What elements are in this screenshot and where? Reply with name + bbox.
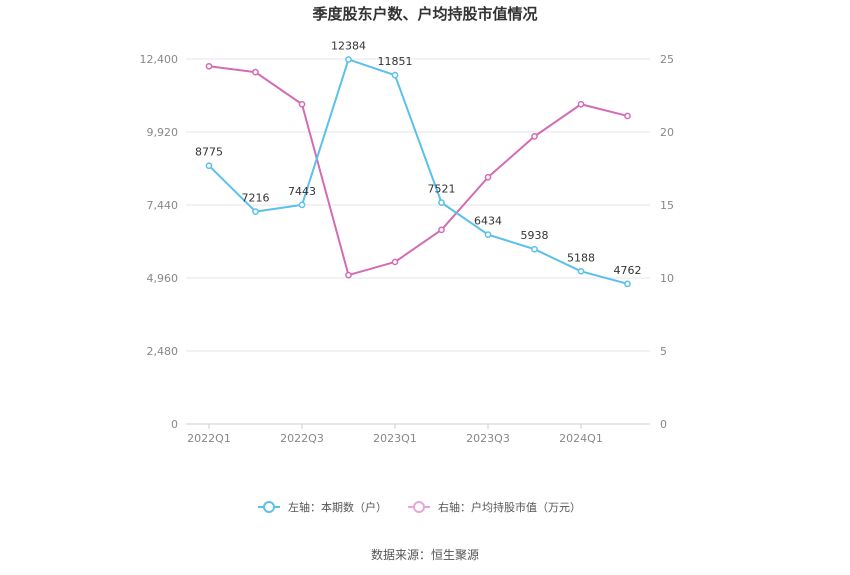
legend-left-label: 左轴：本期数（户） — [288, 500, 387, 514]
grid — [186, 58, 650, 425]
data-label: 5188 — [567, 251, 595, 264]
left-series-point — [298, 201, 306, 209]
left-series-point — [484, 231, 492, 238]
left-series-point — [205, 162, 213, 170]
x-tick-label: 2023Q3 — [466, 432, 510, 445]
x-tick-label: 2022Q1 — [187, 432, 231, 445]
right-tick-label: 10 — [660, 272, 674, 285]
data-labels: 8775 7216 7443 12384 11851 7521 6434 5938 5188 47… — [195, 39, 642, 276]
right-series-point — [624, 112, 631, 120]
right-series-point — [484, 173, 492, 181]
right-tick-label: 20 — [660, 126, 674, 139]
legend-right-marker — [413, 501, 425, 513]
right-axis: 0 5 10 15 20 25 — [660, 53, 674, 431]
data-label: 8775 — [195, 146, 223, 159]
right-series-point — [298, 100, 306, 108]
data-label: 5938 — [521, 229, 549, 242]
right-tick-label: 5 — [660, 345, 667, 358]
legend-left-marker — [263, 501, 275, 513]
series-left — [205, 56, 631, 288]
source-label: 数据来源：恒生聚源 — [371, 547, 479, 562]
right-series-point — [252, 68, 259, 76]
data-label: 11851 — [378, 55, 413, 68]
right-series-point — [205, 62, 213, 70]
series-right — [205, 62, 631, 279]
left-tick-label: 4,960 — [147, 272, 179, 285]
data-label: 12384 — [331, 39, 366, 52]
left-series-point — [345, 56, 352, 63]
left-series-point — [391, 71, 399, 79]
left-tick-label: 12,400 — [140, 53, 179, 66]
right-series-point — [438, 226, 445, 234]
right-tick-label: 25 — [660, 53, 674, 66]
right-series-point — [391, 258, 399, 266]
legend-item-left[interactable]: 左轴：本期数（户） — [258, 500, 387, 514]
left-tick-label: 0 — [171, 418, 178, 431]
left-tick-label: 2,480 — [147, 345, 179, 358]
data-label: 6434 — [474, 215, 502, 228]
left-tick-label: 9,920 — [147, 126, 179, 139]
left-tick-label: 7,440 — [147, 199, 179, 212]
left-series-line — [208, 58, 628, 285]
data-label: 7443 — [288, 185, 316, 198]
left-series-point — [531, 245, 538, 253]
right-series-point — [345, 271, 352, 279]
right-tick-label: 0 — [660, 418, 667, 431]
left-series-point — [438, 199, 445, 206]
x-tick-label: 2024Q1 — [559, 432, 603, 445]
left-series-point — [577, 267, 585, 275]
x-tick-label: 2022Q3 — [280, 432, 324, 445]
legend-right-label: 右轴：户均持股市值（万元） — [438, 500, 581, 514]
right-series-point — [577, 100, 585, 108]
chart-title: 季度股东户数、户均持股市值情况 — [312, 5, 537, 23]
left-series-point — [624, 280, 631, 288]
left-series-point — [252, 208, 259, 215]
data-label: 7216 — [242, 192, 270, 205]
left-axis: 0 2,480 4,960 7,440 9,920 12,400 — [140, 53, 179, 431]
legend[interactable]: 左轴：本期数（户） 右轴：户均持股市值（万元） — [258, 500, 581, 514]
x-axis: 2022Q1 2022Q3 2023Q1 2023Q3 2024Q1 — [187, 424, 603, 445]
data-label: 7521 — [428, 183, 456, 196]
legend-item-right[interactable]: 右轴：户均持股市值（万元） — [408, 500, 581, 514]
right-tick-label: 15 — [660, 199, 674, 212]
right-series-line — [208, 65, 628, 277]
right-series-point — [531, 133, 538, 140]
data-label: 4762 — [614, 264, 642, 277]
x-tick-label: 2023Q1 — [373, 432, 417, 445]
